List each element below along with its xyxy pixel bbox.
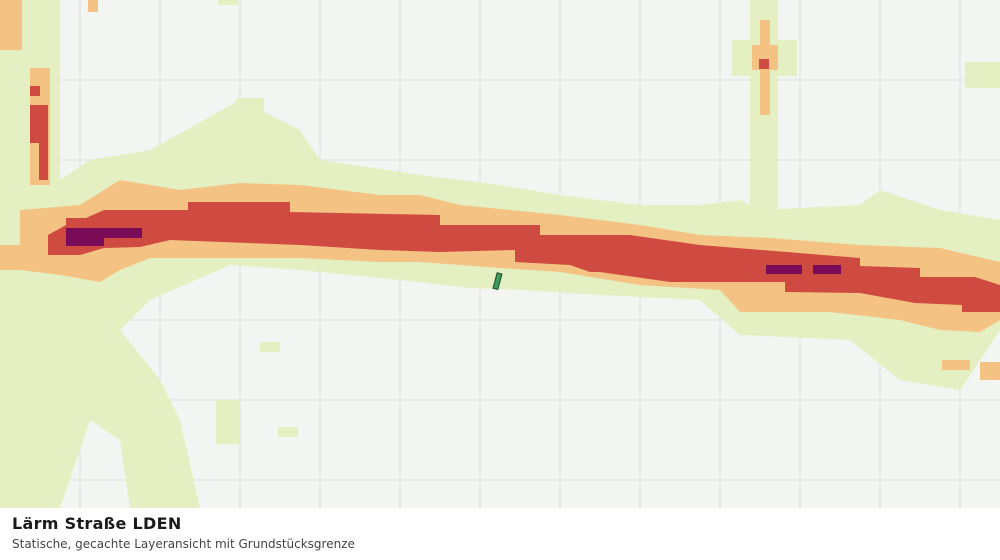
noise-zone-very-high [66,228,104,246]
noise-zone-very-high [766,265,802,274]
caption: Lärm Straße LDEN Statische, gecachte Lay… [0,508,1000,560]
parcel-boundary [492,272,503,291]
noise-zone-low [216,400,240,444]
noise-zone-low [260,342,280,352]
noise-zone-low [278,427,298,437]
noise-zone-low [45,462,55,480]
noise-zone-low [218,0,238,5]
noise-high [30,59,1000,312]
noise-zone-high [30,105,48,143]
noise-zone-mid [942,360,970,370]
noise-zone-high [48,202,1000,312]
map [0,0,1000,508]
noise-zone-low [236,98,264,138]
noise-zone-very-high [813,265,841,274]
noise-zone-high [30,86,40,96]
map-subtitle: Statische, gecachte Layeransicht mit Gru… [12,537,355,551]
noise-zone-mid [88,0,98,12]
noise-zone-mid [980,362,1000,380]
noise-very-high [66,228,841,274]
noise-zone-low [965,62,1000,88]
noise-zone-high [759,59,769,69]
map-title: Lärm Straße LDEN [12,514,182,533]
noise-zone-high [39,140,48,180]
noise-zone-mid [0,0,22,50]
noise-zone-very-high [100,228,142,238]
